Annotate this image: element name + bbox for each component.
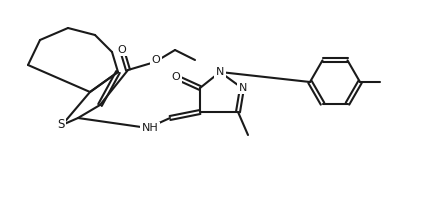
Text: NH: NH [142, 123, 159, 133]
Text: N: N [239, 83, 247, 93]
Text: O: O [172, 72, 181, 82]
Text: N: N [216, 67, 224, 77]
Text: S: S [57, 119, 65, 132]
Text: O: O [151, 55, 160, 65]
Text: O: O [118, 45, 126, 55]
